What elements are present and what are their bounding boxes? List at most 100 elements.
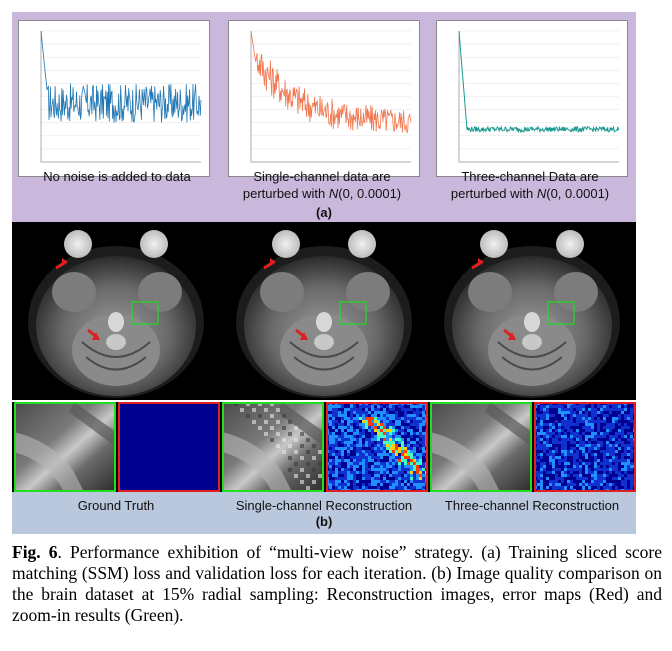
zoom-ground-truth [14,402,116,492]
error-pixel [558,411,561,414]
error-pixel [576,420,579,423]
caption-ground-truth: Ground Truth [77,498,155,513]
error-pixel [561,471,564,474]
error-pixel [555,429,558,432]
error-pixel [582,486,585,489]
error-pixel [347,468,350,471]
error-pixel [377,453,380,456]
error-pixel [419,486,422,489]
error-pixel [564,408,567,411]
error-pixel [591,480,594,483]
error-pixel [392,459,395,462]
error-pixel [335,471,338,474]
error-pixel [618,441,621,444]
error-pixel [380,444,383,447]
error-pixel [546,408,549,411]
error-pixel [419,462,422,465]
error-pixel [371,426,374,429]
error-pixel [389,432,392,435]
error-pixel [413,465,416,468]
artifact-cell [264,432,268,436]
error-pixel [347,438,350,441]
mri-single-channel [220,222,420,400]
error-pixel [332,480,335,483]
axis [458,31,619,163]
caption-single-reconstruction: Single-channel Reconstruction [235,498,413,513]
error-pixel [389,417,392,420]
error-pixel [368,468,371,471]
error-pixel [549,462,552,465]
error-pixel [332,438,335,441]
error-pixel [537,441,540,444]
error-pixel [624,414,627,417]
error-pixel [564,426,567,429]
error-pixel [558,456,561,459]
error-pixel [422,462,425,465]
error-pixel [561,441,564,444]
error-pixel [386,453,389,456]
error-pixel [404,480,407,483]
artifact-cell [264,420,268,424]
error-pixel [585,468,588,471]
error-pixel [582,483,585,486]
error-pixel [416,411,419,414]
error-pixel [350,444,353,447]
error-pixel [609,462,612,465]
error-pixel [416,456,419,459]
error-pixel [413,474,416,477]
error-pixel [344,471,347,474]
error-pixel [603,468,606,471]
error-pixel [377,435,380,438]
error-pixel [537,477,540,480]
error-pixel [347,477,350,480]
error-pixel [368,405,371,408]
figure-label: Fig. 6 [12,542,58,562]
error-pixel [630,477,633,480]
error-pixel [383,411,386,414]
error-pixel [389,486,392,489]
error-pixel [416,405,419,408]
error-pixel [573,435,576,438]
error-pixel [543,414,546,417]
error-pixel [419,480,422,483]
error-pixel [546,471,549,474]
error-pixel [347,453,350,456]
error-pixel [395,441,398,444]
error-pixel [368,453,371,456]
error-pixel [591,435,594,438]
error-pixel [552,441,555,444]
error-pixel [543,465,546,468]
error-pixel [386,447,389,450]
error-pixel [555,435,558,438]
error-pixel [630,438,633,441]
error-pixel [555,477,558,480]
error-pixel [603,486,606,489]
error-pixel [341,405,344,408]
error-pixel [341,414,344,417]
error-pixel [540,432,543,435]
error-pixel [392,456,395,459]
error-pixel [419,411,422,414]
loss-chart-single-channel [228,20,420,177]
error-pixel [368,483,371,486]
error-pixel [612,426,615,429]
error-pixel [332,453,335,456]
error-pixel [413,471,416,474]
error-pixel [618,414,621,417]
error-pixel [630,486,633,489]
error-pixel [410,453,413,456]
error-pixel [413,486,416,489]
error-pixel [615,486,618,489]
artifact-cell [270,438,274,442]
error-pixel [540,420,543,423]
error-pixel [392,429,395,432]
error-pixel [359,432,362,435]
error-pixel [335,438,338,441]
error-pixel [555,441,558,444]
error-pixel [606,459,609,462]
error-pixel [594,459,597,462]
error-pixel [600,408,603,411]
error-pixel [353,477,356,480]
error-pixel [356,447,359,450]
error-pixel [588,444,591,447]
